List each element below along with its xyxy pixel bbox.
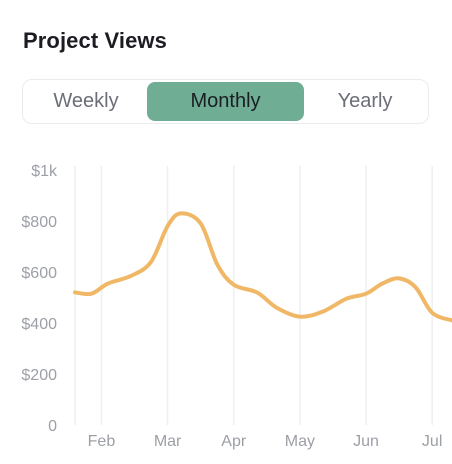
tab-monthly[interactable]: Monthly	[147, 82, 304, 121]
x-tick-label: May	[285, 433, 315, 450]
tab-yearly[interactable]: Yearly	[337, 90, 393, 112]
x-tick-label: Apr	[221, 433, 247, 450]
y-tick-label: $400	[21, 316, 57, 333]
line-chart: 0 $200 $400 $600 $800 $1k Feb Mar Apr May Jun Jul	[21, 163, 452, 450]
x-tick-label: Mar	[154, 433, 182, 450]
y-tick-label: 0	[48, 418, 57, 435]
x-tick-label: Feb	[88, 433, 116, 450]
y-tick-label: $1k	[31, 163, 58, 180]
x-tick-label: Jun	[353, 433, 379, 450]
card-title: Project Views	[23, 28, 167, 53]
series-line	[73, 211, 452, 323]
y-tick-label: $600	[21, 265, 57, 282]
x-tick-label: Jul	[422, 433, 442, 450]
y-tick-label: $200	[21, 367, 57, 384]
tab-weekly[interactable]: Weekly	[53, 90, 119, 112]
period-tabs: Weekly Monthly Yearly	[22, 79, 429, 124]
y-tick-label: $800	[21, 214, 57, 231]
